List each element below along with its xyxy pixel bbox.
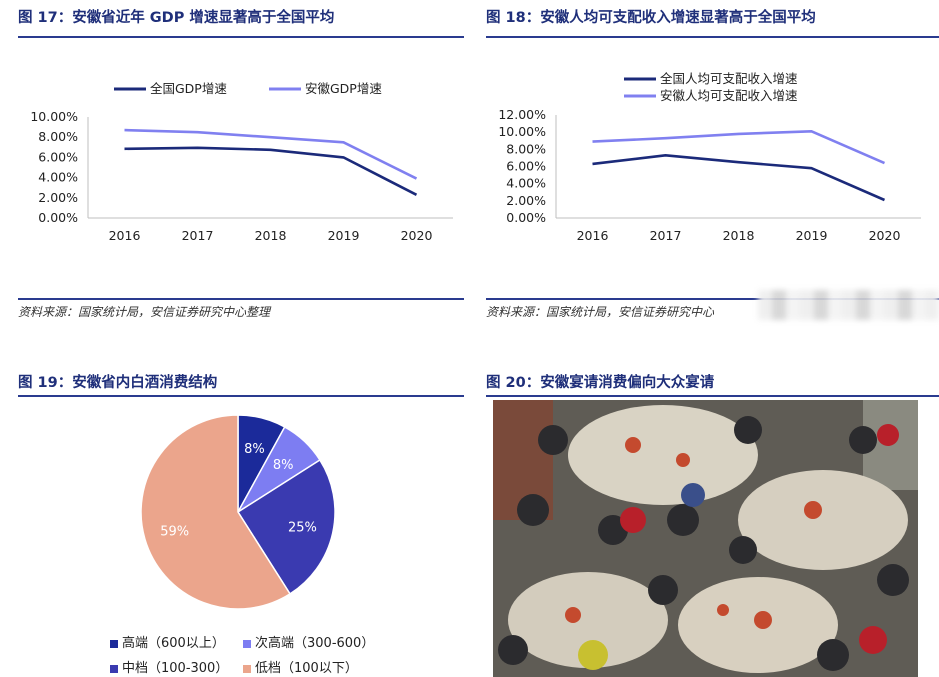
pie-legend-label-0: 高端（600以上）	[122, 636, 225, 651]
figure-17-bottom-rule	[18, 298, 464, 300]
pie-label-0: 8%	[244, 442, 265, 457]
banquet-photo-illustration	[493, 400, 918, 677]
series-line-1-0	[592, 154, 886, 202]
x-tick-label-1-1: 2017	[650, 228, 682, 243]
y-tick-label-1-2: 4.00%	[506, 176, 546, 191]
pie-label-1: 8%	[273, 458, 294, 473]
y-tick-label-0-1: 2.00%	[38, 190, 78, 205]
figure-17-panel: 图 17：安徽省近年 GDP 增速显著高于全国平均 全国GDP增速 安徽GDP增速…	[18, 0, 464, 330]
y-tick-label-1-0: 0.00%	[506, 210, 546, 225]
pie-legend-swatch-0	[110, 639, 118, 648]
pie-legend-item-1: 次高端（300-600）	[243, 632, 374, 651]
figure-20-title: 图 20：安徽宴请消费偏向大众宴请	[486, 375, 715, 391]
pie-legend-item-3: 低档（100以下）	[243, 657, 358, 676]
x-tick-label-0-0: 2016	[109, 228, 141, 243]
y-tick-label-0-5: 10.00%	[30, 109, 78, 124]
x-tick-label-1-3: 2019	[796, 228, 828, 243]
figure-18-panel: 图 18：安徽人均可支配收入增速显著高于全国平均 全国人均可支配收入增速 安徽人均…	[486, 0, 939, 330]
figure-18-bottom-rule	[486, 298, 939, 300]
y-tick-label-1-4: 8.00%	[506, 141, 546, 156]
figure-18-title: 图 18：安徽人均可支配收入增速显著高于全国平均	[486, 10, 816, 26]
redacted-watermark	[758, 290, 939, 320]
y-tick-label-1-3: 6.00%	[506, 159, 546, 174]
y-tick-label-0-3: 6.00%	[38, 149, 78, 164]
legend-label-1-0: 全国人均可支配收入增速	[660, 71, 798, 86]
legend-label-0-0: 全国GDP增速	[150, 81, 227, 96]
figure-17-top-rule	[18, 36, 464, 38]
pie-legend-label-1: 次高端（300-600）	[255, 636, 375, 651]
figure-19-panel: 图 19：安徽省内白酒消费结构 8% 8% 25% 59% 高端（600以上） 次高端（…	[18, 370, 464, 677]
series-line-0-0	[124, 146, 418, 196]
figure-20-top-rule	[486, 395, 939, 397]
figure-20-panel: 图 20：安徽宴请消费偏向大众宴请	[486, 370, 939, 400]
figure-18-source: 资料来源：国家统计局，安信证券研究中心	[486, 305, 715, 319]
pie-legend-item-2: 中档（100-300）	[110, 657, 228, 676]
y-tick-label-0-4: 8.00%	[38, 129, 78, 144]
series-line-0-1	[124, 128, 418, 180]
pie-slice-3	[140, 414, 292, 610]
x-tick-label-0-4: 2020	[401, 228, 433, 243]
x-tick-label-0-1: 2017	[182, 228, 214, 243]
figure-17-source: 资料来源：国家统计局，安信证券研究中心整理	[18, 305, 271, 319]
figure-19-top-rule	[18, 395, 464, 397]
y-tick-label-1-5: 10.00%	[498, 124, 546, 139]
series-line-1-1	[592, 130, 886, 165]
pie-slice-2	[236, 458, 336, 595]
pie-legend-swatch-1	[243, 639, 251, 648]
y-tick-label-1-1: 2.00%	[506, 193, 546, 208]
y-tick-label-0-2: 4.00%	[38, 170, 78, 185]
baijiu-consumption-pie-chart: 8% 8% 25% 59%	[140, 414, 336, 610]
pie-legend-label-3: 低档（100以下）	[255, 661, 358, 676]
figure-17-title: 图 17：安徽省近年 GDP 增速显著高于全国平均	[18, 10, 335, 26]
pie-legend-swatch-2	[110, 664, 118, 673]
legend-label-1-1: 安徽人均可支配收入增速	[660, 88, 798, 103]
figure-18-top-rule	[486, 36, 939, 38]
y-tick-label-1-6: 12.00%	[498, 107, 546, 122]
pie-legend-swatch-3	[243, 664, 251, 673]
legend-label-0-1: 安徽GDP增速	[305, 81, 382, 96]
pie-label-3: 59%	[160, 524, 189, 539]
x-tick-label-0-3: 2019	[328, 228, 360, 243]
y-tick-label-0-0: 0.00%	[38, 210, 78, 225]
banquet-photo	[493, 400, 918, 677]
pie-legend-label-2: 中档（100-300）	[122, 661, 229, 676]
x-tick-label-1-0: 2016	[577, 228, 609, 243]
x-tick-label-0-2: 2018	[255, 228, 287, 243]
x-tick-label-1-2: 2018	[723, 228, 755, 243]
figure-19-title: 图 19：安徽省内白酒消费结构	[18, 375, 218, 391]
pie-label-2: 25%	[288, 520, 317, 535]
gdp-growth-line-chart: 全国GDP增速 安徽GDP增速 0.00% 2.00% 4.00% 6.00% 8.00% 1…	[30, 81, 453, 243]
x-tick-label-1-4: 2020	[869, 228, 901, 243]
pie-legend-item-0: 高端（600以上）	[110, 632, 225, 651]
